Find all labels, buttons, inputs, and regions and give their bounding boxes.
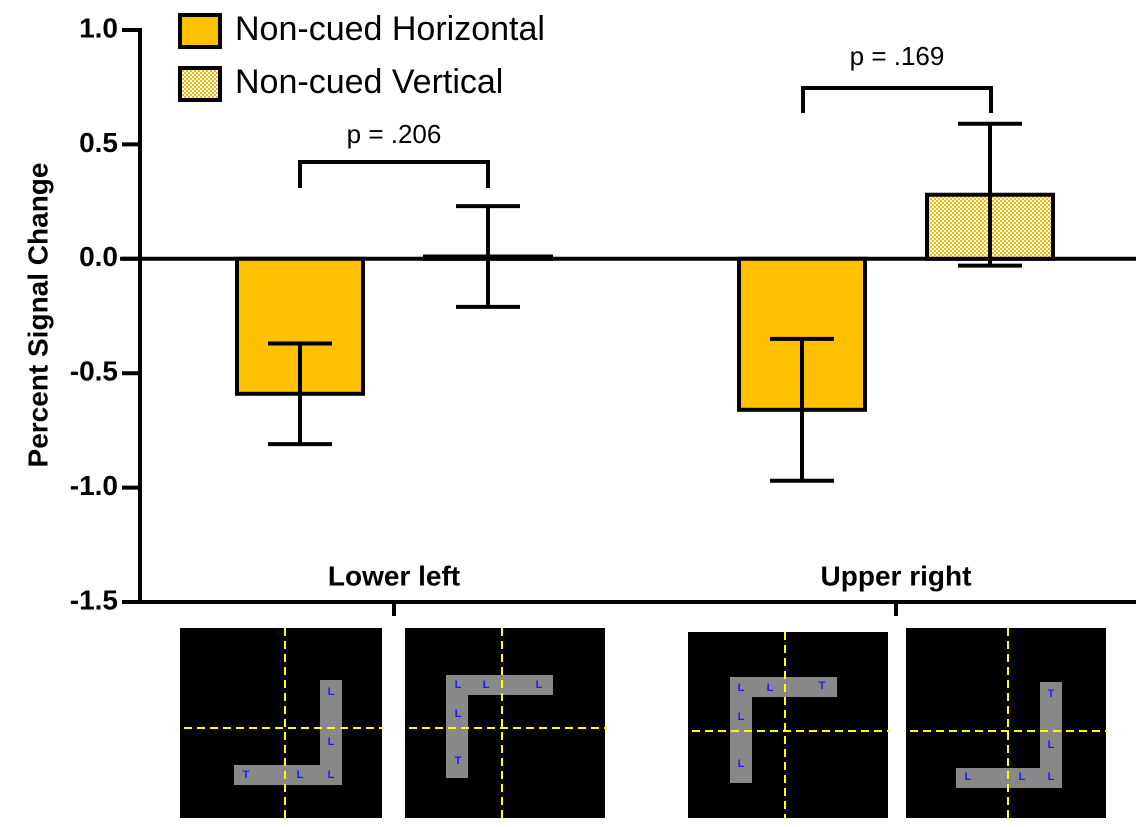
stimulus-letter: T bbox=[243, 769, 250, 781]
panel-bg bbox=[688, 632, 888, 818]
stimulus-panel: L L L L T bbox=[405, 628, 607, 818]
grey-bar bbox=[446, 675, 468, 778]
stimulus-letter: T bbox=[455, 755, 462, 767]
y-tick-label: 0.5 bbox=[79, 127, 118, 158]
y-axis-label: Percent Signal Change bbox=[22, 163, 53, 468]
stimulus-letter: L bbox=[738, 711, 745, 723]
stimulus-panel: L L T L L bbox=[180, 628, 384, 818]
panel-bg bbox=[180, 628, 382, 818]
stimulus-panel: L L T L L bbox=[688, 632, 890, 818]
stimulus-panel: T L L L L bbox=[906, 628, 1108, 818]
grey-bar bbox=[234, 765, 342, 785]
x-tick-label: Upper right bbox=[821, 560, 972, 591]
y-tick-label: 0.0 bbox=[79, 241, 118, 272]
stimulus-letter: L bbox=[1048, 739, 1055, 751]
stimuli: L L T L L L L L L T L L T L L T L L L L bbox=[180, 628, 1108, 818]
error-bar bbox=[268, 341, 332, 447]
panel-bg bbox=[405, 628, 605, 818]
stimulus-letter: L bbox=[738, 758, 745, 770]
legend-label: Non-cued Vertical bbox=[235, 63, 503, 101]
y-tick-label: -0.5 bbox=[70, 356, 118, 387]
stimulus-letter: L bbox=[455, 708, 462, 720]
stimulus-letter: L bbox=[738, 682, 745, 694]
stimulus-letter: T bbox=[819, 680, 826, 692]
y-tick-label: 1.0 bbox=[79, 12, 118, 43]
stimulus-letter: T bbox=[1048, 688, 1055, 700]
grey-bar bbox=[320, 680, 342, 785]
x-tick-label: Lower left bbox=[328, 560, 460, 591]
stimulus-letter: L bbox=[455, 679, 462, 691]
grey-bar bbox=[730, 677, 837, 697]
stimulus-letter: L bbox=[297, 769, 304, 781]
stimulus-letter: L bbox=[328, 686, 335, 698]
legend-swatch bbox=[178, 66, 222, 102]
grey-bar bbox=[730, 677, 752, 783]
error-bar bbox=[770, 336, 834, 483]
panel-bg bbox=[906, 628, 1106, 818]
stimulus-letter: L bbox=[483, 679, 490, 691]
annotation: p = .169 bbox=[850, 41, 945, 71]
stimulus-letter: L bbox=[767, 682, 774, 694]
significance-bracket bbox=[801, 86, 993, 113]
y-tick-label: -1.0 bbox=[70, 470, 118, 501]
y-tick-label: -1.5 bbox=[70, 584, 118, 615]
stimulus-letter: L bbox=[965, 771, 972, 783]
grey-bar bbox=[446, 675, 553, 695]
stimulus-letter: L bbox=[536, 679, 543, 691]
stimulus-letter: L bbox=[328, 736, 335, 748]
stimulus-letter: L bbox=[1019, 771, 1026, 783]
grey-bar bbox=[1040, 682, 1062, 788]
stimulus-letter: L bbox=[1048, 771, 1055, 783]
significance-bracket bbox=[298, 160, 490, 188]
annotation: p = .206 bbox=[347, 119, 442, 149]
stimulus-letter: L bbox=[328, 769, 335, 781]
error-bar bbox=[456, 204, 520, 309]
error-bar bbox=[958, 121, 1022, 268]
legend-swatch bbox=[178, 13, 222, 49]
legend-label: Non-cued Horizontal bbox=[235, 10, 545, 48]
